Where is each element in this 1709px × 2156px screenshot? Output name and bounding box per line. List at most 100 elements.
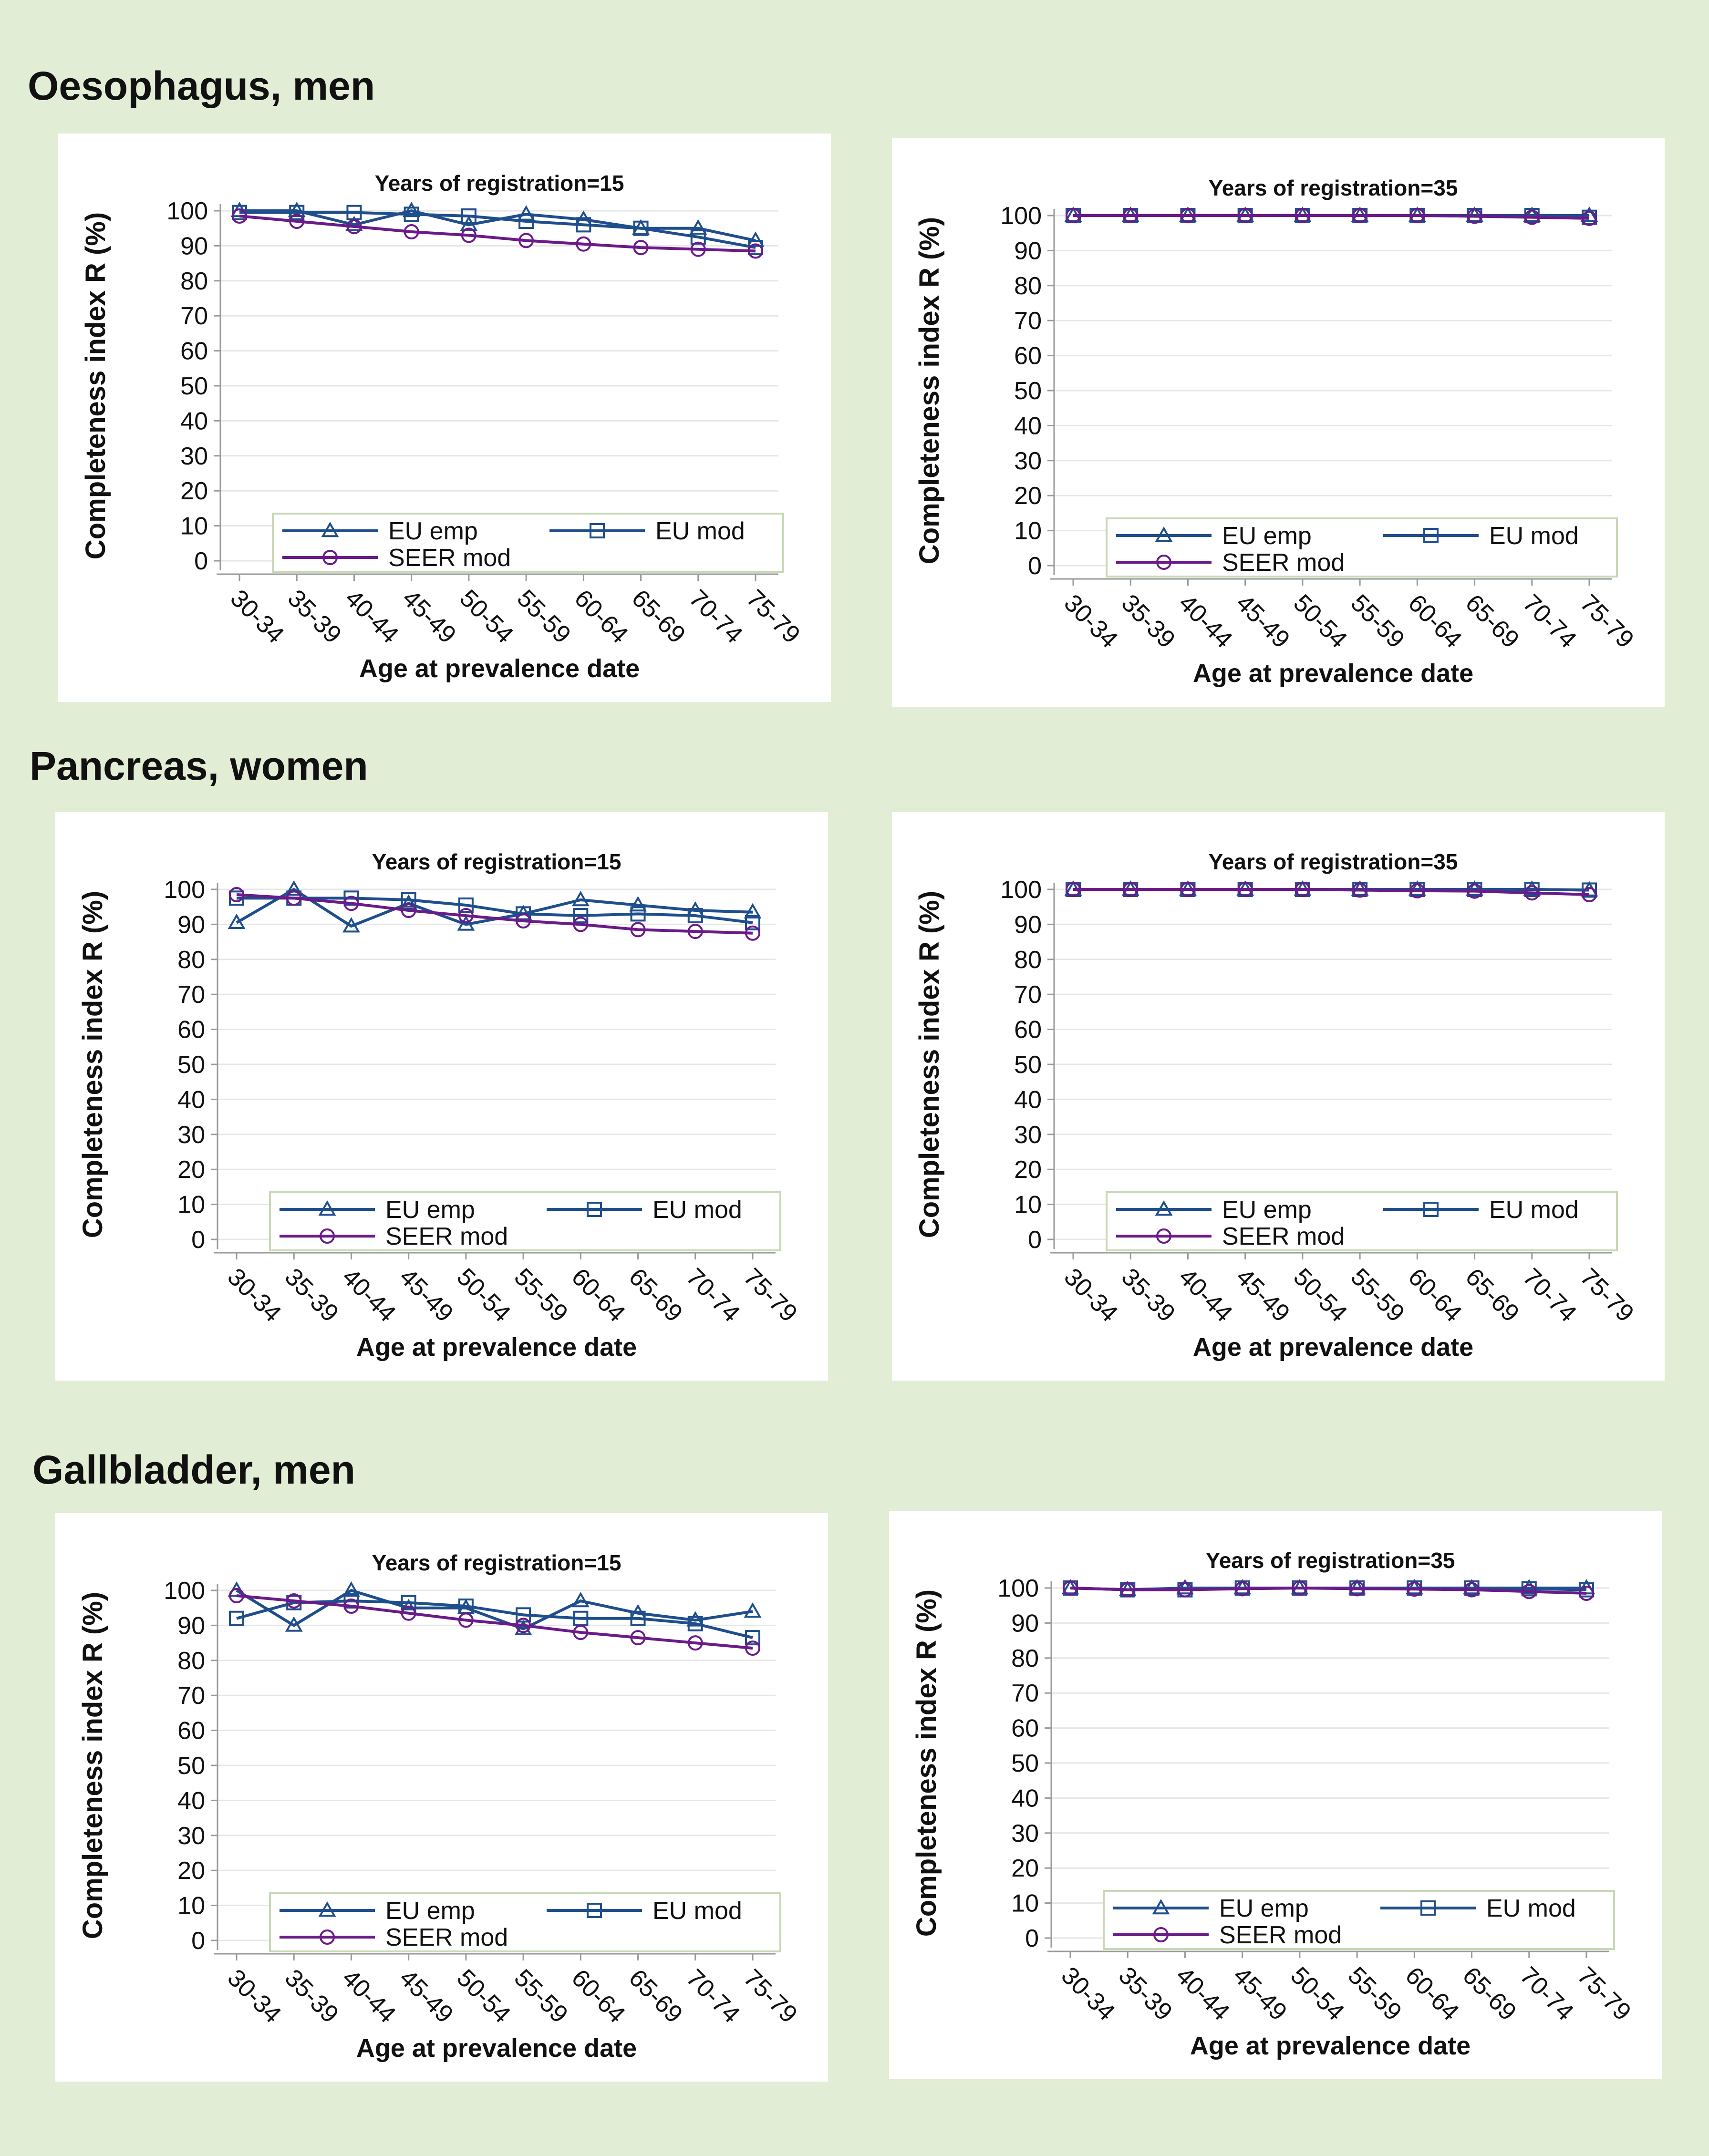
- data-point: [571, 1591, 590, 1608]
- legend-entry: SEER mod: [282, 544, 511, 572]
- y-tick-label: 70: [1014, 307, 1042, 335]
- x-tick-label: 50-54: [1288, 589, 1352, 653]
- y-tick-label: 50: [177, 1051, 205, 1079]
- legend-box: [1106, 1191, 1618, 1251]
- series-line: [236, 1599, 753, 1640]
- y-tick-label: 90: [177, 911, 205, 939]
- section-title-gallbladder: Gallbladder, men: [32, 1447, 355, 1492]
- y-tick-label: 30: [180, 443, 208, 470]
- legend-label: EU emp: [385, 1897, 475, 1925]
- chart-svg: 0 10 20 30 40 50 60 70 80 90 100 30-3435-3940-4445-…: [80, 171, 806, 683]
- x-tick-label: 60-64: [566, 1964, 631, 2028]
- data-point: [404, 206, 419, 222]
- legend-box: [269, 1191, 781, 1251]
- legend-label: SEER mod: [1222, 1223, 1345, 1250]
- y-axis-label: Completeness index R (%): [911, 1589, 942, 1937]
- y-tick-label: 20: [177, 1156, 205, 1184]
- x-tick-label: 60-64: [566, 1263, 631, 1327]
- data-point: [1237, 882, 1253, 897]
- data-point: [1467, 208, 1482, 224]
- legend-label: EU mod: [1489, 522, 1579, 550]
- data-point: [228, 913, 246, 929]
- data-point: [630, 1630, 646, 1646]
- legend-marker: [590, 523, 605, 538]
- x-tick-label: 65-69: [623, 1263, 688, 1327]
- chart-panel: 0 10 20 30 40 50 60 70 80 90 100 30-34 35-39 40-44 45-…: [58, 134, 831, 702]
- chart-svg: 0 10 20 30 40 50 60 70 80 90 100 30-3435-3940-4445-…: [914, 849, 1639, 1362]
- data-point: [748, 243, 763, 259]
- y-tick-label: 20: [1014, 1156, 1042, 1184]
- legend-marker: [1152, 1898, 1170, 1915]
- data-point: [516, 913, 531, 929]
- x-tick-label: 75-79: [1575, 1263, 1639, 1327]
- legend-entry: SEER mod: [280, 1223, 508, 1250]
- x-tick-label: 65-69: [1460, 589, 1524, 653]
- x-tick-label: 75-79: [1572, 1961, 1636, 2026]
- x-tick-label: 40-44: [1173, 589, 1238, 653]
- data-point: [745, 1630, 760, 1646]
- y-tick-label: 90: [177, 1612, 205, 1640]
- x-tick-label: 65-69: [623, 1964, 688, 2028]
- legend-entry: EU mod: [549, 517, 745, 545]
- series-seer-mod: [232, 208, 763, 259]
- data-point: [1066, 882, 1081, 897]
- data-point: [518, 233, 534, 248]
- data-point: [573, 908, 589, 924]
- legend-entry: EU emp: [280, 1196, 475, 1224]
- chart-title: Years of registration=35: [1206, 1548, 1455, 1573]
- x-tick-label: 75-79: [741, 584, 806, 649]
- x-tick-label: 55-59: [1346, 1263, 1410, 1327]
- series-eu-emp: [230, 201, 765, 247]
- data-point: [1524, 885, 1540, 901]
- data-point: [1295, 208, 1310, 223]
- y-tick-label: 10: [177, 1191, 205, 1219]
- data-point: [746, 231, 765, 247]
- x-tick-label: 30-34: [1056, 1961, 1120, 2026]
- legend-entry: EU emp: [1116, 522, 1312, 550]
- data-point: [1521, 1584, 1537, 1599]
- series-line: [1073, 888, 1590, 897]
- y-tick-label: 60: [177, 1016, 205, 1044]
- y-tick-label: 100: [166, 197, 208, 225]
- x-tick-label: 40-44: [340, 584, 404, 649]
- data-point: [573, 917, 589, 932]
- series-line: [237, 897, 753, 924]
- y-tick-label: 10: [1014, 1191, 1042, 1219]
- y-tick-label: 100: [1000, 876, 1042, 904]
- x-axis-label: Age at prevalence date: [1193, 659, 1473, 688]
- data-point: [633, 220, 649, 236]
- x-tick-label: 70-74: [1517, 589, 1582, 653]
- data-point: [745, 915, 760, 930]
- data-point: [1120, 1582, 1136, 1598]
- data-point: [630, 922, 646, 938]
- y-tick-label: 70: [1014, 981, 1042, 1009]
- legend-marker: [1156, 1228, 1171, 1244]
- series-line: [239, 215, 756, 253]
- legend-entry: SEER mod: [1116, 1223, 1345, 1250]
- legend-entry: EU mod: [547, 1897, 742, 1925]
- legend-marker: [587, 1903, 602, 1918]
- y-tick-label: 20: [1011, 1855, 1039, 1882]
- section-title-oesophagus: Oesophagus, men: [28, 63, 375, 108]
- legend-entry: EU emp: [280, 1897, 475, 1925]
- data-point: [1409, 208, 1425, 223]
- x-tick-label: 30-34: [1059, 589, 1123, 653]
- legend-label: EU mod: [655, 517, 745, 545]
- data-point: [401, 903, 416, 918]
- y-tick-label: 30: [1014, 447, 1042, 475]
- chart-panel: 0 10 20 30 40 50 60 70 80 90 100 30-34 35-39 40-44 45-…: [55, 1513, 828, 2082]
- series-line: [1070, 1587, 1587, 1595]
- series-line: [236, 1589, 753, 1630]
- x-tick-label: 35-39: [282, 584, 347, 649]
- x-tick-label: 45-49: [1231, 589, 1295, 653]
- gridlines: [1054, 888, 1612, 1240]
- legend-marker: [1420, 1900, 1436, 1916]
- x-tick-label: 55-59: [1346, 589, 1410, 653]
- gridlines: [218, 888, 776, 1240]
- data-point: [232, 208, 247, 224]
- chart-panel: 0 10 20 30 40 50 60 70 80 90 100 30-34 35-39 40-44 45-…: [55, 812, 828, 1381]
- data-point: [1180, 882, 1196, 897]
- data-point: [514, 1620, 532, 1635]
- data-point: [744, 903, 762, 918]
- y-tick-label: 80: [1014, 946, 1042, 974]
